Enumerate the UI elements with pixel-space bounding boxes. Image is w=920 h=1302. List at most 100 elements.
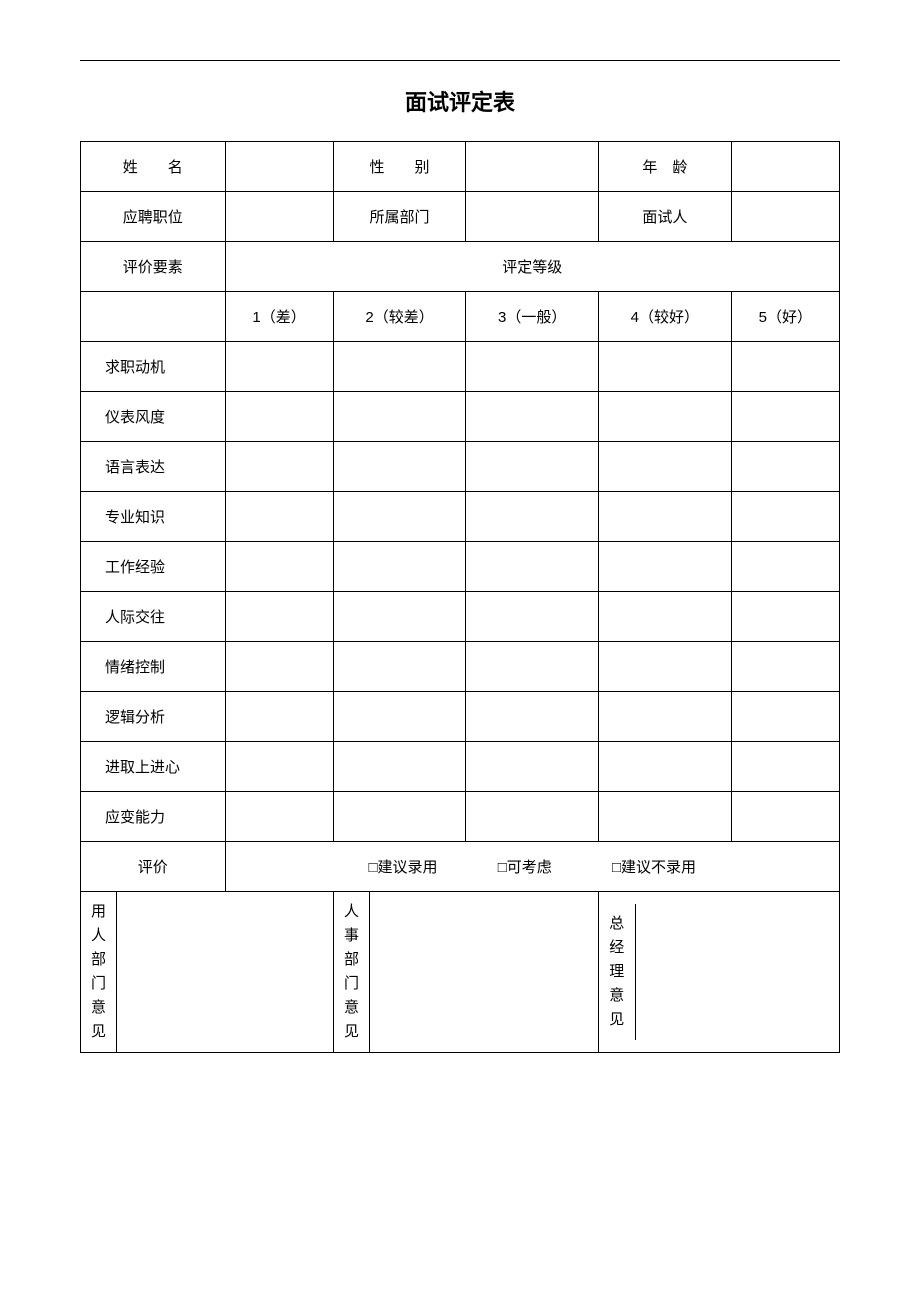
rating-cell[interactable] [225, 742, 333, 792]
rating-cell[interactable] [731, 492, 839, 542]
rating-cell[interactable] [333, 742, 466, 792]
table-row: 逻辑分析 [81, 692, 840, 742]
rating-cell[interactable] [599, 592, 732, 642]
rating-cell[interactable] [599, 492, 732, 542]
rating-cell[interactable] [731, 742, 839, 792]
factor-label: 语言表达 [81, 442, 226, 492]
gm-opinion-value[interactable] [635, 904, 839, 1040]
header-row-2: 应聘职位 所属部门 面试人 [81, 192, 840, 242]
gm-opinion-block: 总经理意见 [599, 892, 840, 1053]
table-row: 人际交往 [81, 592, 840, 642]
rating-cell[interactable] [466, 692, 599, 742]
top-divider [80, 60, 840, 61]
rating-cell[interactable] [731, 692, 839, 742]
rating-cell[interactable] [466, 442, 599, 492]
option-not-recommend[interactable]: □建议不录用 [612, 856, 696, 877]
hr-opinion-label: 人事部门意见 [334, 892, 370, 1052]
evaluation-table: 姓 名 性 别 年 龄 应聘职位 所属部门 面试人 评价要素 评定等级 1（差）… [80, 141, 840, 1053]
rating-cell[interactable] [466, 342, 599, 392]
evaluation-options: □建议录用 □可考虑 □建议不录用 [225, 842, 840, 892]
factor-label: 情绪控制 [81, 642, 226, 692]
hr-opinion-value[interactable] [370, 892, 598, 1052]
department-label: 所属部门 [333, 192, 466, 242]
page-title: 面试评定表 [80, 85, 840, 117]
name-value[interactable] [225, 142, 333, 192]
age-label: 年 龄 [599, 142, 732, 192]
factor-label: 进取上进心 [81, 742, 226, 792]
rating-cell[interactable] [731, 342, 839, 392]
rating-cell[interactable] [225, 792, 333, 842]
rating-cell[interactable] [225, 442, 333, 492]
rating-cell[interactable] [599, 442, 732, 492]
rating-cell[interactable] [466, 742, 599, 792]
rating-cell[interactable] [599, 642, 732, 692]
rating-cell[interactable] [599, 692, 732, 742]
rating-cell[interactable] [731, 642, 839, 692]
evaluation-row: 评价 □建议录用 □可考虑 □建议不录用 [81, 842, 840, 892]
level-1: 1（差） [225, 292, 333, 342]
rating-cell[interactable] [599, 542, 732, 592]
rating-cell[interactable] [731, 392, 839, 442]
rating-cell[interactable] [225, 392, 333, 442]
option-consider[interactable]: □可考虑 [498, 856, 552, 877]
evaluation-label: 评价 [81, 842, 226, 892]
dept-opinion-value[interactable] [117, 892, 334, 1053]
gm-opinion-label: 总经理意见 [599, 904, 635, 1040]
rating-cell[interactable] [333, 692, 466, 742]
age-value[interactable] [731, 142, 839, 192]
rating-cell[interactable] [225, 542, 333, 592]
gender-value[interactable] [466, 142, 599, 192]
option-recommend[interactable]: □建议录用 [368, 856, 437, 877]
levels-label: 评定等级 [225, 242, 840, 292]
opinions-row: 用人部门意见人事部门意见总经理意见 [81, 892, 840, 1053]
rating-cell[interactable] [225, 642, 333, 692]
factor-label: 仪表风度 [81, 392, 226, 442]
rating-cell[interactable] [333, 492, 466, 542]
rating-cell[interactable] [466, 592, 599, 642]
position-value[interactable] [225, 192, 333, 242]
rating-cell[interactable] [731, 592, 839, 642]
rating-cell[interactable] [731, 542, 839, 592]
rating-cell[interactable] [333, 792, 466, 842]
rating-cell[interactable] [225, 492, 333, 542]
table-row: 情绪控制 [81, 642, 840, 692]
interviewer-value[interactable] [731, 192, 839, 242]
factor-label: 逻辑分析 [81, 692, 226, 742]
rating-cell[interactable] [333, 642, 466, 692]
rating-cell[interactable] [599, 392, 732, 442]
rating-cell[interactable] [466, 642, 599, 692]
level-2: 2（较差） [333, 292, 466, 342]
rating-cell[interactable] [333, 442, 466, 492]
department-value[interactable] [466, 192, 599, 242]
rating-header-row: 评价要素 评定等级 [81, 242, 840, 292]
rating-cell[interactable] [333, 342, 466, 392]
rating-cell[interactable] [466, 542, 599, 592]
table-row: 专业知识 [81, 492, 840, 542]
rating-cell[interactable] [466, 792, 599, 842]
factor-label: 工作经验 [81, 542, 226, 592]
rating-cell[interactable] [225, 692, 333, 742]
table-row: 进取上进心 [81, 742, 840, 792]
rating-cell[interactable] [731, 442, 839, 492]
rating-cell[interactable] [225, 342, 333, 392]
rating-cell[interactable] [731, 792, 839, 842]
rating-cell[interactable] [599, 342, 732, 392]
rating-cell[interactable] [333, 542, 466, 592]
rating-cell[interactable] [333, 592, 466, 642]
rating-cell[interactable] [466, 392, 599, 442]
rating-cell[interactable] [599, 792, 732, 842]
rating-levels-row: 1（差） 2（较差） 3（一般） 4（较好） 5（好） [81, 292, 840, 342]
factor-label: 应变能力 [81, 792, 226, 842]
rating-cell[interactable] [599, 742, 732, 792]
table-row: 应变能力 [81, 792, 840, 842]
rating-cell[interactable] [225, 592, 333, 642]
levels-empty [81, 292, 226, 342]
table-row: 工作经验 [81, 542, 840, 592]
level-5: 5（好） [731, 292, 839, 342]
rating-cell[interactable] [466, 492, 599, 542]
header-row-1: 姓 名 性 别 年 龄 [81, 142, 840, 192]
name-label: 姓 名 [81, 142, 226, 192]
rating-cell[interactable] [333, 392, 466, 442]
position-label: 应聘职位 [81, 192, 226, 242]
factors-label: 评价要素 [81, 242, 226, 292]
